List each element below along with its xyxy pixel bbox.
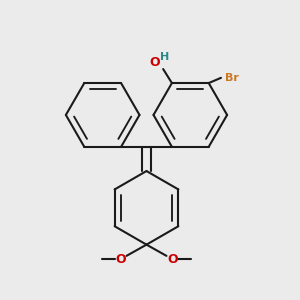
Text: Br: Br: [225, 73, 238, 83]
Text: O: O: [167, 253, 178, 266]
Text: H: H: [160, 52, 170, 62]
Text: O: O: [115, 253, 125, 266]
Text: O: O: [150, 56, 160, 68]
